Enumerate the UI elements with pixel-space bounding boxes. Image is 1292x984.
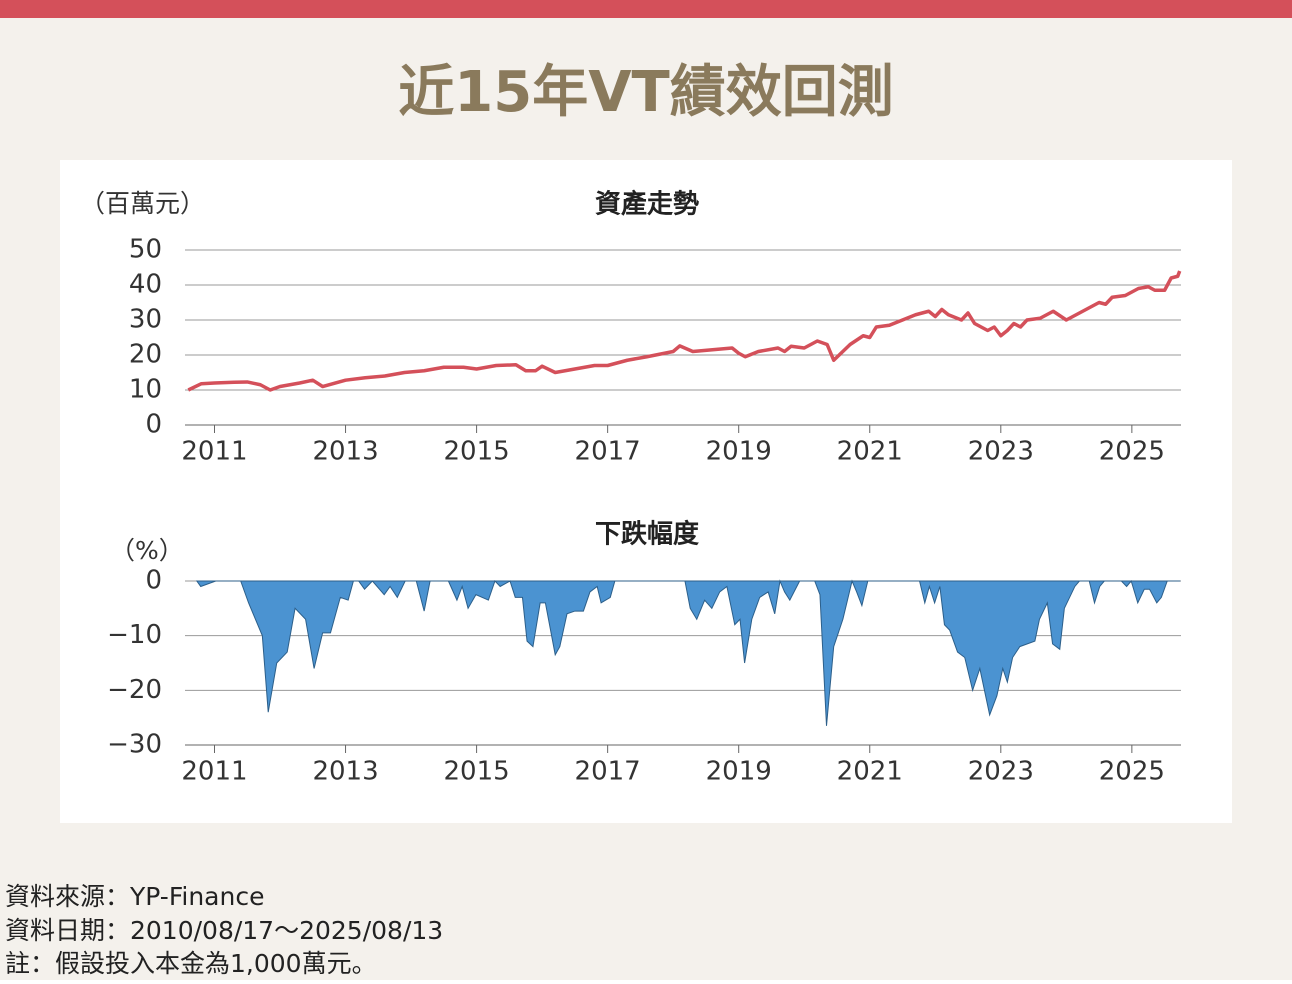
x-tick-label: 2019 — [706, 437, 772, 467]
y-tick-label: −20 — [107, 675, 162, 705]
chart-title: 資產走勢 — [595, 189, 699, 220]
series-line — [187, 270, 1182, 392]
y-tick-label: 30 — [129, 305, 162, 335]
x-tick-label: 2017 — [575, 437, 641, 467]
y-tick-label: 0 — [145, 566, 162, 596]
x-tick-label: 2015 — [444, 437, 510, 467]
y-tick-label: 40 — [129, 270, 162, 300]
x-tick-label: 2011 — [181, 757, 247, 787]
x-tick-label: 2025 — [1099, 757, 1165, 787]
y-tick-label: −10 — [107, 620, 162, 650]
x-tick-label: 2021 — [837, 437, 903, 467]
x-tick-label: 2013 — [312, 757, 378, 787]
x-tick-label: 2017 — [575, 757, 641, 787]
footnote: 註：假設投入本金為1,000萬元。 — [5, 949, 377, 978]
y-axis-label: （%） — [110, 536, 184, 565]
footnote: 資料來源：YP-Finance — [5, 882, 264, 911]
y-axis-label: （百萬元） — [80, 189, 205, 218]
y-tick-label: 10 — [129, 375, 162, 405]
x-tick-label: 2019 — [706, 757, 772, 787]
footnote: 資料日期：2010/08/17～2025/08/13 — [5, 916, 443, 945]
x-tick-label: 2023 — [968, 757, 1034, 787]
y-tick-label: 50 — [129, 235, 162, 265]
x-tick-label: 2013 — [312, 437, 378, 467]
x-tick-label: 2011 — [181, 437, 247, 467]
chart-title: 下跌幅度 — [595, 519, 699, 550]
x-tick-label: 2023 — [968, 437, 1034, 467]
page-title: 近15年VT績效回測 — [398, 60, 893, 125]
panel — [60, 160, 1232, 823]
y-tick-label: −30 — [107, 730, 162, 760]
x-tick-label: 2025 — [1099, 437, 1165, 467]
x-tick-label: 2021 — [837, 757, 903, 787]
x-tick-label: 2015 — [444, 757, 510, 787]
y-tick-label: 0 — [145, 410, 162, 440]
y-tick-label: 20 — [129, 340, 162, 370]
series-area — [195, 579, 1181, 726]
top-bar — [0, 0, 1292, 18]
